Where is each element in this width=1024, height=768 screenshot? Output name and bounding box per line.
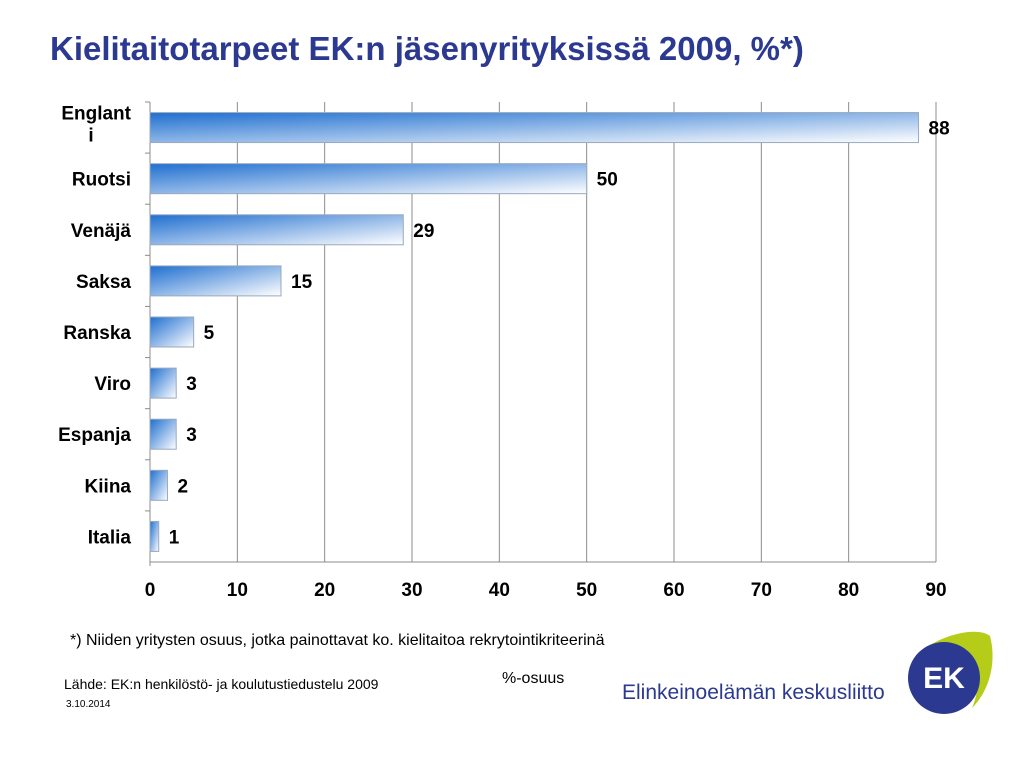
bar-italia (149, 520, 160, 552)
category-label: Viro (94, 374, 131, 395)
bars (149, 112, 920, 552)
bar-ranska (149, 316, 195, 348)
category-label: i (88, 126, 93, 147)
x-tick-label: 10 (227, 580, 248, 601)
x-tick-label: 50 (576, 580, 597, 601)
data-label: 5 (204, 323, 215, 344)
category-label: Englant (61, 104, 131, 125)
x-tick-label: 0 (145, 580, 156, 601)
bar-venäjä (149, 214, 404, 246)
x-tick-label: 40 (489, 580, 510, 601)
bar-englanti (149, 112, 920, 144)
date-stamp: 3.10.2014 (66, 699, 111, 710)
chart-title: Kielitaitotarpeet EK:n jäsenyrityksissä … (50, 30, 804, 67)
category-label: Saksa (76, 272, 131, 293)
bar-ruotsi (149, 163, 588, 195)
data-label: 88 (929, 119, 950, 140)
x-tick-label: 70 (751, 580, 772, 601)
bar-espanja (149, 418, 177, 450)
x-axis-label: %-osuus (502, 670, 565, 687)
data-label: 29 (413, 221, 434, 242)
bar-kiina (149, 469, 168, 501)
organization-name: Elinkeinoelämän keskusliitto (622, 681, 885, 704)
ek-logo: EK (908, 631, 993, 714)
logo-text: EK (923, 662, 965, 695)
x-tick-label: 90 (925, 580, 946, 601)
category-label: Espanja (58, 425, 131, 446)
x-tick-label: 20 (314, 580, 335, 601)
data-label: 2 (177, 476, 188, 497)
footnote: *) Niiden yritysten osuus, jotka painott… (70, 632, 605, 649)
bar-viro (149, 367, 177, 399)
x-tick-label: 30 (401, 580, 422, 601)
category-label: Ranska (63, 323, 131, 344)
data-label: 1 (169, 527, 180, 548)
category-label: Italia (88, 527, 132, 548)
data-label: 50 (597, 170, 618, 191)
x-tick-label: 80 (838, 580, 859, 601)
data-label: 3 (186, 425, 197, 446)
category-label: Ruotsi (72, 170, 131, 191)
source-note: Lähde: EK:n henkilöstö- ja koulutustiedu… (64, 676, 379, 692)
bar-saksa (149, 265, 282, 297)
category-label: Venäjä (71, 221, 132, 242)
data-label: 15 (291, 272, 313, 293)
category-label: Kiina (85, 476, 132, 497)
logo-green-swoosh (918, 631, 993, 708)
data-label: 3 (186, 374, 197, 395)
x-tick-label: 60 (663, 580, 684, 601)
logo-navy-disc (908, 642, 980, 714)
